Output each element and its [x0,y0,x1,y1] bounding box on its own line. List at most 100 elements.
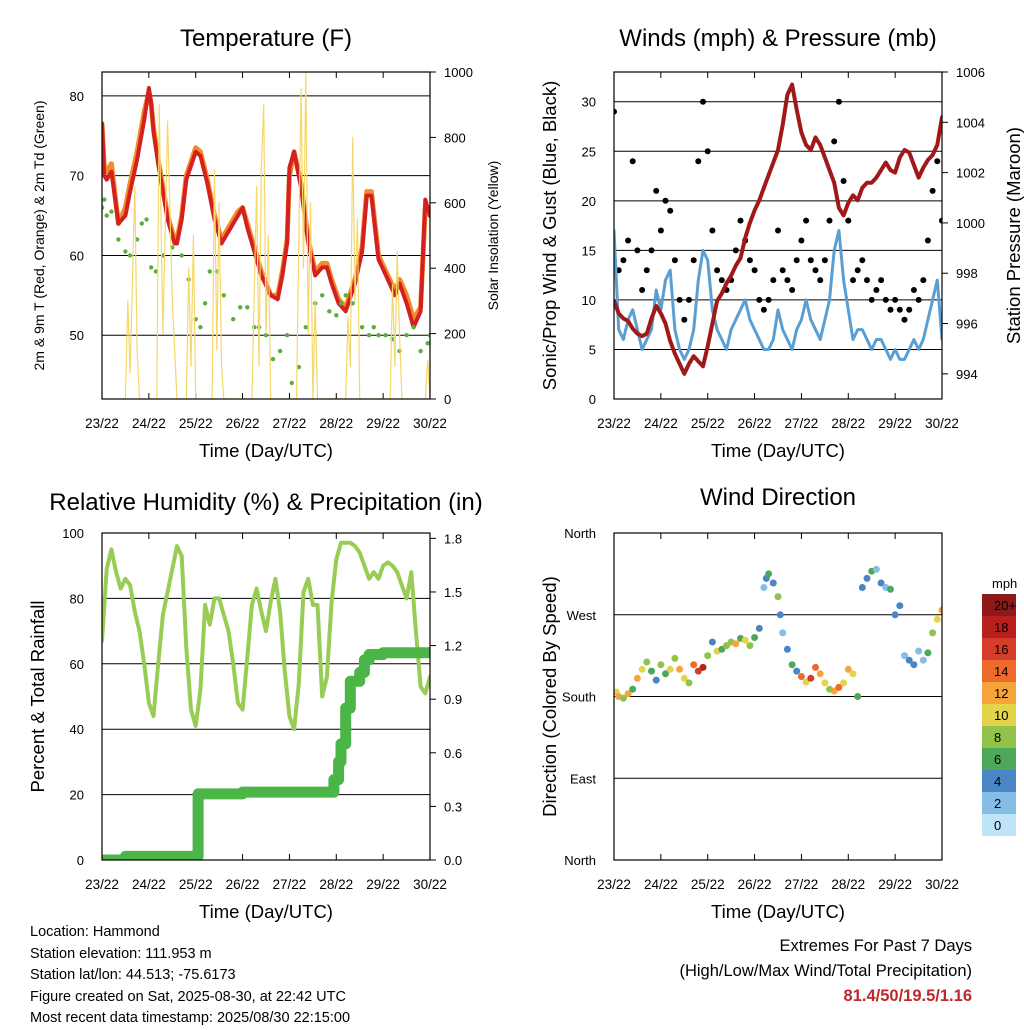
direction-y-tick-label: South [562,690,596,705]
direction-point [863,574,871,582]
winds-point-black [756,296,763,303]
temperature-x-tick-label: 26/22 [226,416,260,431]
direction-frame [613,532,943,861]
humidity-y-right-tick-label: 0.0 [444,853,462,868]
winds-x-tick-label: 25/22 [691,416,725,431]
colorbar-label: 8 [994,730,1001,745]
direction-point [793,667,801,675]
temperature-series-red [102,86,430,330]
direction-point [840,679,848,687]
direction-point [776,611,784,619]
winds-point-black [793,257,800,264]
winds-point-black [732,247,739,254]
temperature-point-green [198,325,203,330]
direction-x-tick-label: 25/22 [691,877,725,892]
winds-point-black [887,306,894,313]
winds-point-black [854,267,861,274]
direction-point [896,602,904,610]
winds-point-black [835,98,842,105]
colorbar-label: 12 [994,686,1008,701]
winds-point-black [859,257,866,264]
temperature-point-green [109,209,114,214]
winds-y-tick-label: 5 [589,342,596,357]
colorbar-swatch [982,814,1016,836]
winds-point-black [643,267,650,274]
temperature-point-green [376,333,381,338]
winds-point-black [934,158,941,165]
winds-y-right-tick-label: 1002 [956,166,985,181]
temperature-plot-area [102,72,430,399]
winds-y-right-tick-label: 996 [956,317,978,332]
direction-point [671,654,679,662]
winds-point-black [770,277,777,284]
winds-point-black [662,197,669,204]
winds-point-black [714,267,721,274]
winds-point-black [700,98,706,105]
winds-x-tick-label: 24/22 [644,416,678,431]
winds-y-tick-label: 10 [582,293,596,308]
humidity-y-right-tick-label: 0.3 [444,799,462,814]
direction-point [938,606,942,614]
winds-title: Winds (mph) & Pressure (mb) [619,25,936,52]
recent-text: Most recent data timestamp: 2025/08/30 2… [30,1010,351,1026]
temperature-point-green [418,348,423,354]
direction-point [821,679,829,687]
direction-point [779,629,787,637]
colorbar-label: 18 [994,620,1008,635]
direction-x-tick-label: 23/22 [597,877,631,892]
direction-point [685,679,693,687]
winds-x-tick-label: 30/22 [925,416,959,431]
colorbar-label: 6 [994,752,1001,767]
direction-x-tick-label: 24/22 [644,877,678,892]
temperature-point-green [284,333,290,338]
winds-point-black [639,287,646,293]
winds-series-blue [614,229,942,361]
winds-xlabel: Time (Day/UTC) [711,440,845,461]
colorbar-swatch [982,660,1016,682]
direction-point [619,694,627,702]
winds-point-black [892,296,899,303]
humidity-y-right-tick-label: 1.8 [444,531,462,546]
winds-ylabel-right: Station Pressure (Maroon) [1003,127,1024,344]
temperature-point-green [231,317,236,322]
temperature-point-green [411,325,416,330]
direction-x-tick-label: 27/22 [785,877,819,892]
direction-point [802,678,810,686]
direction-x-tick-label: 30/22 [925,877,959,892]
temperature-point-green [371,325,376,330]
colorbar-label: 4 [994,774,1001,789]
direction-point [844,665,852,673]
direction-point [788,661,796,669]
elevation-text: Station elevation: 111.953 m [30,945,212,962]
colorbar-swatch [982,792,1016,814]
temperature-point-green [207,269,212,274]
direction-point [732,640,740,648]
winds-point-black [671,257,678,264]
direction-point [915,647,923,655]
temperature-point-green [139,221,144,226]
direction-title: Wind Direction [700,484,856,511]
temperature-y-tick-label: 60 [70,248,84,263]
winds-y-right-tick-label: 994 [956,367,978,382]
temperature-point-green [334,313,339,318]
direction-point [633,674,641,682]
colorbar-swatch [982,682,1016,704]
humidity-y-right-tick-label: 0.6 [444,746,462,761]
temperature-point-green [202,301,208,306]
colorbar-swatch [982,594,1016,616]
direction-point [849,670,857,678]
direction-point [933,615,941,623]
winds-point-black [831,138,838,145]
station-metadata: Location: Hammond Station elevation: 111… [30,922,350,1030]
winds-y-tick-label: 25 [582,144,596,159]
winds-y-tick-label: 15 [582,243,596,258]
colorbar-label: 0 [994,818,1001,833]
winds-ylabel: Sonic/Prop Wind & Gust (Blue, Black) [539,81,560,390]
temperature-point-green [296,364,301,370]
direction-point [680,674,688,682]
direction-y-tick-label: West [567,608,597,623]
direction-point [774,593,782,601]
winds-point-black [826,217,833,224]
temperature-point-green [153,269,159,274]
winds-point-black [620,257,627,264]
